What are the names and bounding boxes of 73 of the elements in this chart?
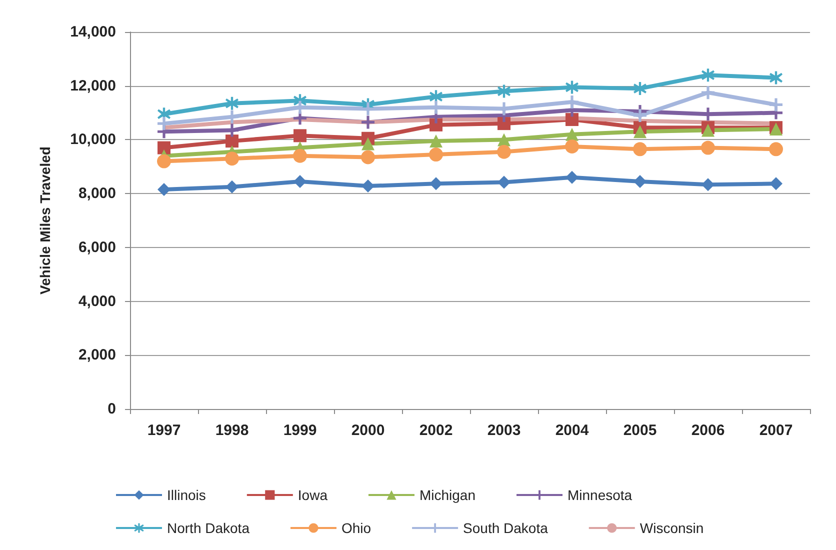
point	[158, 183, 170, 196]
y-tick-label: 2,000	[78, 346, 116, 364]
x-tick-label: 2004	[555, 422, 590, 439]
point	[702, 68, 714, 82]
point	[497, 144, 511, 159]
point	[362, 116, 374, 129]
point	[498, 84, 510, 98]
x-tick-label: 2000	[351, 422, 385, 439]
point	[362, 137, 374, 150]
point	[430, 177, 442, 190]
point	[362, 102, 374, 116]
point	[498, 176, 510, 189]
x-tick-label: 2003	[487, 422, 521, 439]
point	[157, 154, 171, 168]
y-tick-label: 10,000	[70, 131, 116, 148]
legend-label: Illinois	[167, 487, 206, 503]
point	[566, 113, 578, 126]
point	[634, 174, 646, 188]
x-tick-label: 2005	[623, 422, 657, 439]
point	[702, 178, 714, 192]
point	[770, 98, 782, 112]
point	[634, 108, 646, 122]
legend-label: Minnesota	[568, 487, 632, 503]
point	[566, 96, 578, 109]
x-tick-label: 2007	[759, 422, 793, 439]
point	[701, 140, 715, 155]
point	[361, 150, 375, 164]
x-tick-label: 2006	[691, 422, 725, 439]
legend-label: Iowa	[298, 487, 328, 503]
point	[158, 117, 170, 130]
point	[498, 133, 510, 146]
point	[770, 177, 782, 190]
point	[634, 125, 646, 138]
y-tick-label: 8,000	[78, 185, 116, 202]
y-tick-label: 6,000	[78, 238, 116, 256]
x-tick-label: 2002	[419, 422, 453, 439]
point	[565, 139, 579, 154]
point	[566, 80, 578, 94]
point	[226, 180, 238, 194]
point	[702, 86, 714, 100]
x-tick-label: 1998	[215, 422, 249, 439]
point	[294, 129, 306, 142]
point	[293, 148, 307, 163]
point	[158, 141, 170, 154]
point	[430, 134, 442, 148]
y-tick-label: 0	[108, 400, 116, 418]
x-tick-label: 1997	[147, 422, 181, 439]
point	[225, 152, 239, 166]
legend-label: Michigan	[419, 487, 476, 503]
point	[362, 180, 374, 193]
point	[769, 142, 783, 156]
legend-label: Ohio	[341, 520, 372, 536]
legend-label: Wisconsin	[640, 520, 704, 536]
point	[158, 108, 170, 121]
point	[294, 174, 306, 188]
point	[430, 90, 442, 104]
legend-label: South Dakota	[463, 520, 548, 536]
x-tick-label: 1999	[283, 422, 317, 439]
point	[633, 142, 647, 156]
point	[702, 124, 714, 137]
y-tick-label: 4,000	[78, 292, 116, 310]
point	[770, 71, 782, 84]
point	[226, 134, 238, 148]
point	[634, 82, 646, 96]
y-axis-title: Vehicle Miles Traveled	[37, 146, 53, 294]
point	[430, 118, 442, 132]
point	[429, 148, 443, 162]
point	[498, 117, 510, 130]
point	[226, 96, 238, 110]
y-tick-label: 14,000	[70, 24, 116, 40]
point	[566, 170, 578, 184]
legend-label: North Dakota	[167, 520, 250, 536]
y-tick-label: 12,000	[70, 77, 116, 94]
